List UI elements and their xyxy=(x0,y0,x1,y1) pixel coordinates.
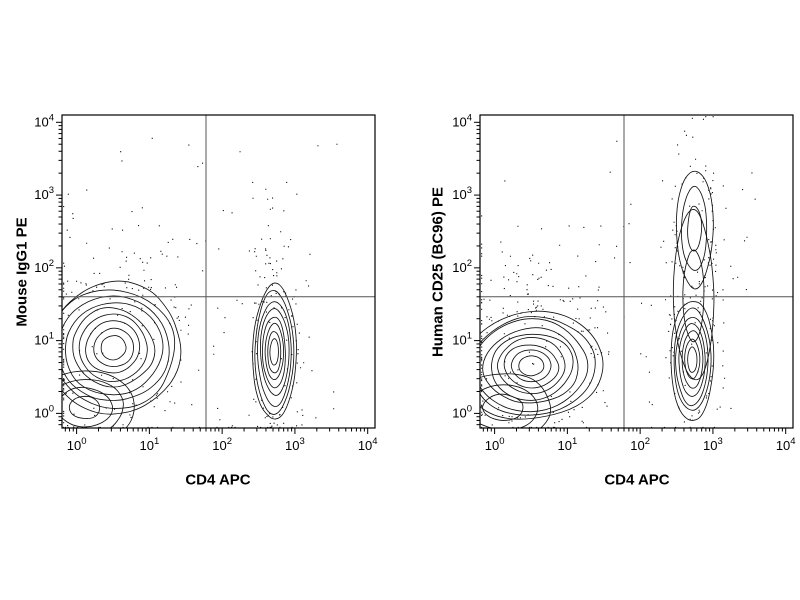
contour-ring xyxy=(252,282,297,420)
contour-ring xyxy=(497,336,566,395)
contour-ring xyxy=(62,295,170,401)
contour-ring xyxy=(480,310,604,420)
event-dots xyxy=(481,116,756,428)
x-tick-label: 102 xyxy=(212,436,232,453)
contour-ring xyxy=(480,384,539,428)
contour-ring xyxy=(62,386,114,428)
contour-ring xyxy=(672,208,715,381)
contour-ring xyxy=(510,349,552,383)
contour-ring xyxy=(65,302,164,396)
y-tick-label: 102 xyxy=(34,258,54,275)
y-tick-label: 100 xyxy=(452,403,472,420)
contour-ring xyxy=(68,395,101,420)
y-tick-label: 100 xyxy=(34,403,54,420)
contour-ring xyxy=(678,323,706,397)
y-tick-label: 101 xyxy=(452,331,472,348)
y-tick-label: 104 xyxy=(34,112,54,129)
contour-ring xyxy=(62,280,182,415)
contour-ring xyxy=(480,318,589,413)
x-tick-label: 100 xyxy=(485,436,505,453)
contour-ring xyxy=(62,289,176,409)
x-tick-label: 103 xyxy=(703,436,723,453)
left-plot-area xyxy=(62,115,375,428)
axis-ticks xyxy=(474,121,787,434)
contour-ring xyxy=(673,307,712,411)
contour-ring xyxy=(100,335,127,361)
y-tick-label: 103 xyxy=(34,185,54,202)
x-tick-label: 103 xyxy=(285,436,305,453)
contour-ring xyxy=(682,249,705,343)
contour-ring xyxy=(670,301,715,421)
contour-ring xyxy=(482,393,524,421)
contour-ring xyxy=(480,373,551,428)
contour-ring xyxy=(518,355,545,377)
x-tick-label: 101 xyxy=(557,436,577,453)
contour-ring xyxy=(675,170,714,290)
x-tick-label: 104 xyxy=(776,436,796,453)
contour-ring xyxy=(267,331,282,374)
y-tick-label: 104 xyxy=(452,112,472,129)
contour-ring xyxy=(480,316,596,416)
contour-ring xyxy=(264,322,285,381)
contour-ring xyxy=(491,333,574,401)
contour-ring xyxy=(62,370,135,428)
contour-ring xyxy=(72,307,156,388)
y-tick-label: 102 xyxy=(452,258,472,275)
contour-ring xyxy=(482,327,579,404)
contour-ring xyxy=(85,320,141,374)
contour-ring xyxy=(687,205,703,252)
contour-ring xyxy=(684,338,701,380)
contour-ring xyxy=(254,290,295,415)
contour-ring xyxy=(687,346,698,373)
contour-ring xyxy=(93,327,134,368)
x-tick-label: 101 xyxy=(139,436,159,453)
y-tick-label: 101 xyxy=(34,331,54,348)
contour-ring xyxy=(269,338,279,366)
x-tick-label: 104 xyxy=(358,436,378,453)
contour-ring xyxy=(503,344,560,389)
axis-ticks xyxy=(56,121,369,434)
contour-ring xyxy=(78,313,148,382)
x-tick-label: 102 xyxy=(630,436,650,453)
contour-ring xyxy=(680,185,708,271)
contour-ring xyxy=(261,316,286,389)
right-plot-area xyxy=(480,115,793,428)
contour-ring xyxy=(259,308,290,396)
x-tick-label: 100 xyxy=(67,436,87,453)
y-tick-label: 103 xyxy=(452,185,472,202)
contour-ring xyxy=(257,301,292,408)
contour-ring xyxy=(62,379,124,428)
